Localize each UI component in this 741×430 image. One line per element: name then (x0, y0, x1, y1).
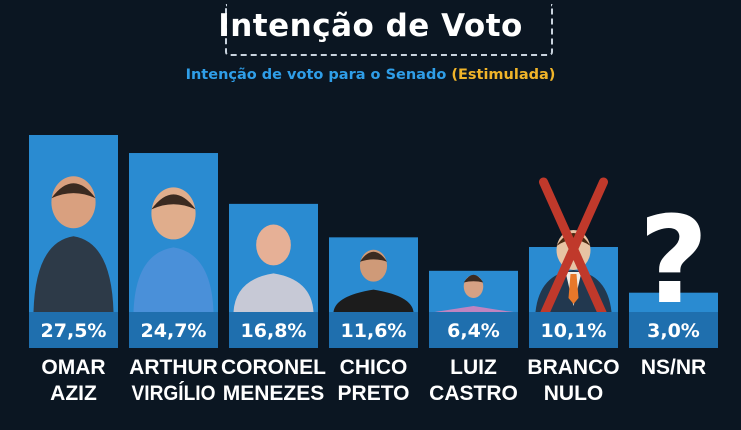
value-label-box (29, 312, 118, 348)
category-label: BRANCO (527, 356, 619, 379)
category-label: ARTHUR (129, 356, 218, 379)
torso (33, 236, 114, 312)
category-label: CHICO (340, 356, 408, 379)
value-label: 16,8% (241, 320, 307, 342)
bar-group: 24,7% ARTHUR VIRGÍLIO (129, 153, 218, 405)
subtitle-main: Intenção de voto para o Senado (185, 67, 447, 83)
category-label: PRETO (338, 382, 410, 405)
value-label-box (129, 312, 218, 348)
torso (433, 305, 514, 312)
crossed-out-person-icon (535, 177, 612, 321)
value-label-box (429, 312, 518, 348)
category-label: MENEZES (223, 382, 325, 405)
bar-group: 11,6% CHICO PRETO (329, 237, 418, 405)
bar-group: 16,8% CORONEL MENEZES (221, 203, 326, 405)
category-label: OMAR (41, 356, 105, 379)
bar-group: ?3,0% NS/NR (629, 192, 718, 379)
category-label: NULO (544, 382, 604, 405)
bar-group: 6,4% LUIZ CASTRO (429, 270, 518, 405)
tie (568, 274, 579, 304)
value-label-box (629, 312, 718, 348)
hair (151, 194, 196, 210)
subtitle-qualifier: (Estimulada) (451, 67, 556, 83)
category-label: NS/NR (641, 356, 706, 379)
category-label: VIRGÍLIO (132, 382, 216, 405)
torso (333, 289, 414, 312)
question-mark-icon: ? (639, 192, 709, 331)
value-label: 6,4% (447, 320, 500, 342)
bar-group: 10,1% BRANCO NULO (527, 177, 620, 405)
cross-stroke (539, 177, 608, 321)
category-label: CORONEL (221, 356, 326, 379)
category-label: CASTRO (429, 382, 518, 405)
value-label-box (529, 312, 618, 348)
value-label: 3,0% (647, 320, 700, 342)
torso (233, 273, 314, 312)
page-title: Intenção de Voto (218, 8, 523, 44)
torso (133, 247, 214, 312)
hair (359, 251, 388, 262)
title-frame (225, 4, 553, 56)
value-label-box (229, 312, 318, 348)
category-label: LUIZ (450, 356, 497, 379)
category-label: AZIZ (50, 382, 97, 405)
hair (463, 274, 484, 283)
value-label-box (329, 312, 418, 348)
chart-subtitle: Intenção de voto para o Senado (Estimula… (0, 67, 741, 83)
bar-group: 27,5% OMAR AZIZ (29, 135, 118, 405)
value-label: 10,1% (541, 320, 607, 342)
hair (51, 183, 96, 199)
value-label: 27,5% (41, 320, 107, 342)
value-label: 11,6% (341, 320, 407, 342)
value-label: 24,7% (141, 320, 207, 342)
hair (256, 228, 291, 241)
